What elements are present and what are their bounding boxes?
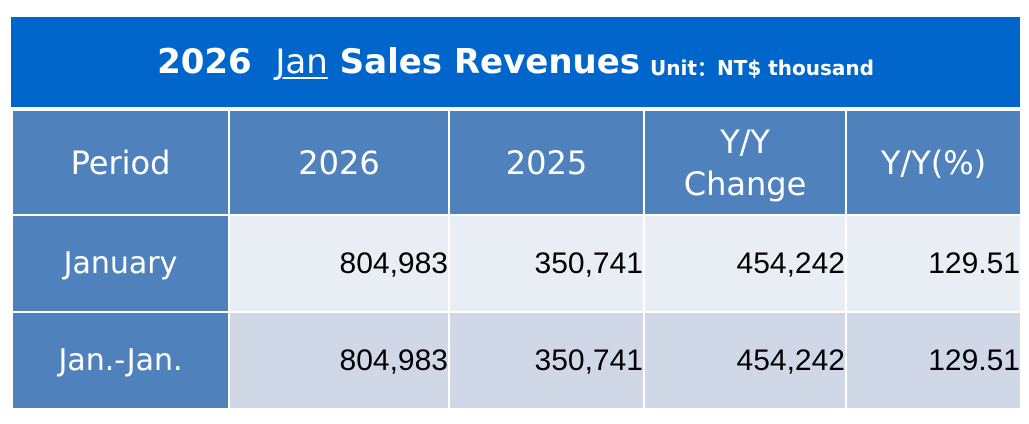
yy-percent-cell: 129.51 bbox=[845, 214, 1022, 313]
table-row: January 804,983 350,741 454,242 129.51 bbox=[11, 214, 1022, 313]
yy-change-cell: 454,242 bbox=[643, 311, 847, 410]
header-2026: 2026 bbox=[228, 109, 450, 216]
title-text: Sales Revenues bbox=[339, 42, 641, 82]
period-cell: January bbox=[11, 214, 230, 313]
value-2026-cell: 804,983 bbox=[228, 214, 450, 313]
header-period: Period bbox=[11, 109, 230, 216]
value-2026-cell: 804,983 bbox=[228, 311, 450, 410]
title-year: 2026 bbox=[157, 42, 252, 82]
header-period-label: Period bbox=[70, 143, 171, 182]
table-row: Jan.-Jan. 804,983 350,741 454,242 129.51 bbox=[11, 311, 1022, 410]
yy-change-cell: 454,242 bbox=[643, 214, 847, 313]
header-yy-change: Y/Y Change bbox=[643, 109, 847, 216]
sales-revenue-table-frame: 2026 Jan Sales Revenues Unit：NT$ thousan… bbox=[11, 17, 1022, 410]
title-month: Jan bbox=[275, 42, 328, 82]
value-2025-cell: 350,741 bbox=[448, 214, 645, 313]
header-row: Period 2026 2025 Y/Y Change Y/Y(%) bbox=[11, 109, 1022, 216]
revenue-table: Period 2026 2025 Y/Y Change Y/Y(%) Januar… bbox=[11, 109, 1022, 410]
header-yy-change-line-2: Change bbox=[683, 164, 807, 203]
title-bar: 2026 Jan Sales Revenues Unit：NT$ thousan… bbox=[11, 17, 1020, 107]
yy-percent-cell: 129.51 bbox=[845, 311, 1022, 410]
header-yy-percent: Y/Y(%) bbox=[845, 109, 1022, 216]
header-2026-label: 2026 bbox=[298, 143, 380, 182]
title-unit: Unit：NT$ thousand bbox=[650, 55, 874, 80]
header-yy-change-line-1: Y/Y bbox=[720, 122, 770, 161]
header-2025-label: 2025 bbox=[505, 143, 588, 182]
period-cell: Jan.-Jan. bbox=[11, 311, 230, 410]
value-2025-cell: 350,741 bbox=[448, 311, 645, 410]
header-2025: 2025 bbox=[448, 109, 645, 216]
header-yy-percent-label: Y/Y(%) bbox=[880, 143, 987, 182]
